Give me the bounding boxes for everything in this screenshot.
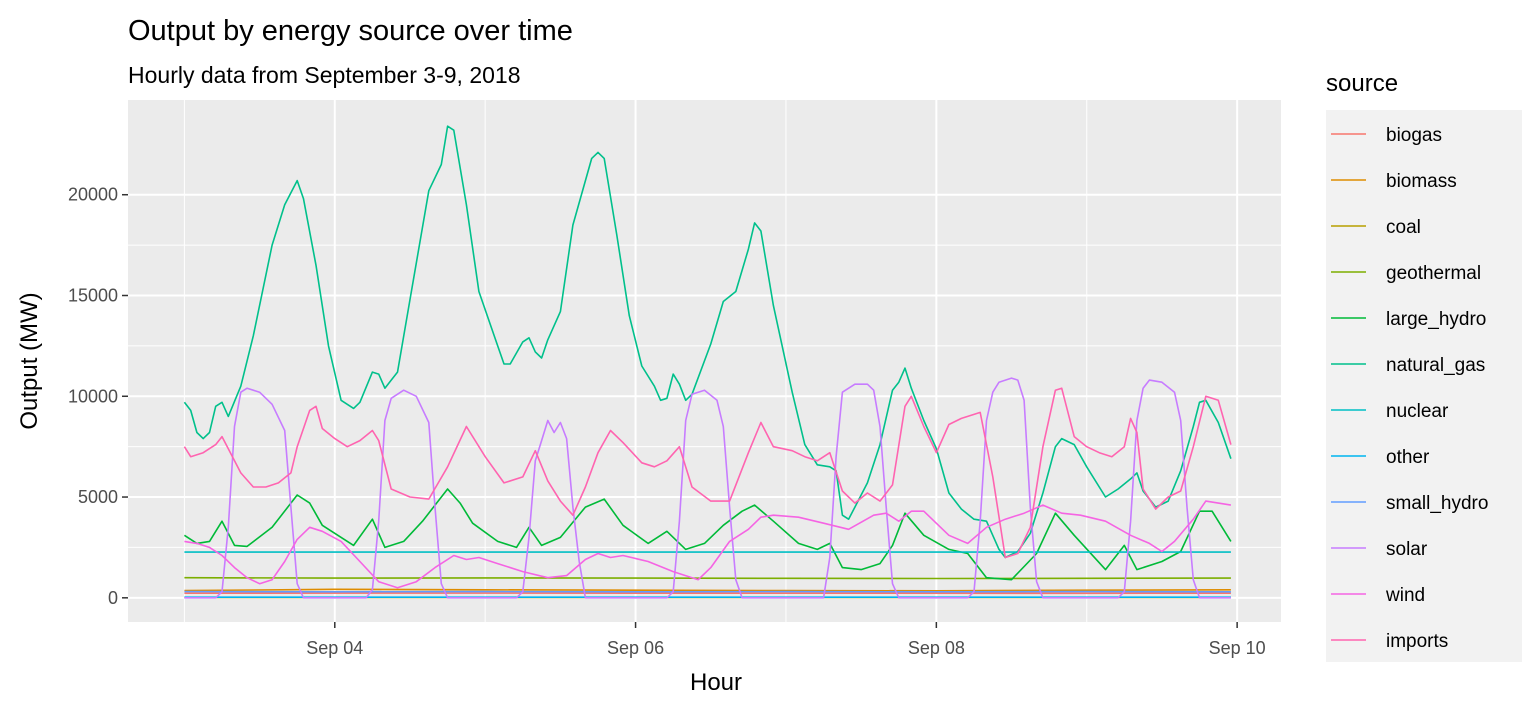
x-axis-title: Hour (690, 669, 742, 696)
chart-title: Output by energy source over time (128, 15, 573, 47)
y-tick-label: 5000 (78, 487, 118, 507)
legend-label-geothermal: geothermal (1386, 263, 1481, 284)
legend-label-large_hydro: large_hydro (1386, 309, 1486, 330)
legend-label-imports: imports (1386, 631, 1448, 652)
x-tick-label: Sep 10 (1209, 638, 1266, 658)
series-line-geothermal (184, 578, 1231, 579)
legend-label-small_hydro: small_hydro (1386, 493, 1488, 514)
legend-label-nuclear: nuclear (1386, 401, 1449, 422)
x-tick-label: Sep 04 (306, 638, 363, 658)
legend-label-biomass: biomass (1386, 171, 1457, 192)
legend-title: source (1326, 70, 1398, 97)
y-tick-label: 15000 (68, 285, 118, 305)
y-axis: 0 5000 10000 15000 20000 (68, 185, 128, 608)
x-tick-label: Sep 06 (607, 638, 664, 658)
plot-panel (128, 100, 1281, 622)
y-tick-label: 0 (108, 588, 118, 608)
legend-label-biogas: biogas (1386, 125, 1442, 146)
chart-subtitle: Hourly data from September 3-9, 2018 (128, 62, 520, 88)
legend: source biogas biomass coal geothermal large_… (1326, 70, 1522, 662)
legend-label-other: other (1386, 447, 1430, 468)
legend-label-coal: coal (1386, 217, 1421, 238)
x-axis: Sep 04 Sep 06 Sep 08 Sep 10 (306, 622, 1265, 658)
legend-label-solar: solar (1386, 539, 1428, 560)
legend-label-wind: wind (1385, 585, 1425, 606)
y-axis-title: Output (MW) (16, 292, 43, 429)
legend-background (1326, 110, 1522, 662)
legend-label-natural_gas: natural_gas (1386, 355, 1485, 376)
y-tick-label: 10000 (68, 386, 118, 406)
x-tick-label: Sep 08 (908, 638, 965, 658)
y-tick-label: 20000 (68, 185, 118, 205)
